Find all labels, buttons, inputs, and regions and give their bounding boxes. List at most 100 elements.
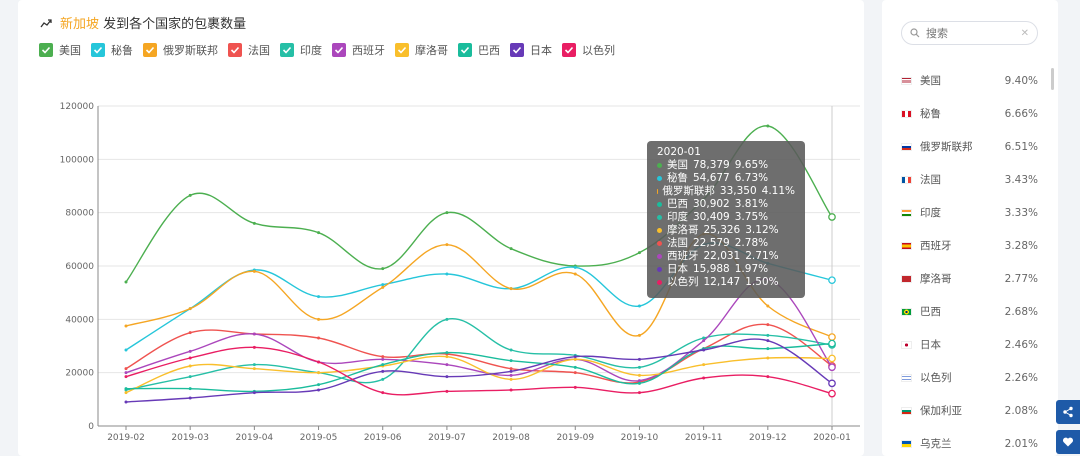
country-pct: 2.26% xyxy=(1004,371,1038,384)
data-point xyxy=(573,365,577,369)
legend-item[interactable]: 西班牙 xyxy=(332,42,385,58)
data-point xyxy=(124,371,128,375)
tooltip-row: 俄罗斯联邦 33,350 4.11% xyxy=(657,185,795,198)
data-point xyxy=(828,333,836,341)
tooltip-pct: 2.78% xyxy=(734,237,769,249)
series-dot xyxy=(657,241,662,246)
series-line xyxy=(125,342,833,393)
tooltip-value: 30,902 xyxy=(693,198,730,210)
tooltip-row: 西班牙 22,031 2.71% xyxy=(657,250,795,263)
tooltip-row: 法国 22,579 2.78% xyxy=(657,237,795,250)
data-point xyxy=(381,357,385,361)
checkbox-icon[interactable] xyxy=(395,43,409,57)
favorite-button[interactable] xyxy=(1056,430,1080,454)
tooltip-pct: 3.12% xyxy=(745,224,779,236)
tooltip-value: 30,409 xyxy=(693,211,730,223)
data-point xyxy=(124,324,128,328)
legend-item[interactable]: 俄罗斯联邦 xyxy=(143,42,218,58)
flag-icon xyxy=(901,208,912,217)
checkbox-icon[interactable] xyxy=(510,43,524,57)
checkbox-icon[interactable] xyxy=(228,43,242,57)
country-item[interactable]: 日本 2.46% xyxy=(882,328,1058,361)
country-item[interactable]: 西班牙 3.28% xyxy=(882,229,1058,262)
tooltip-pct: 9.65% xyxy=(734,159,769,171)
flag-icon xyxy=(901,175,912,184)
clear-icon[interactable]: ✕ xyxy=(1020,27,1029,39)
country-item[interactable]: 巴西 2.68% xyxy=(882,295,1058,328)
data-point xyxy=(509,388,513,392)
checkbox-icon[interactable] xyxy=(332,43,346,57)
data-point xyxy=(637,365,641,369)
data-point xyxy=(188,356,192,360)
country-item[interactable]: 摩洛哥 2.77% xyxy=(882,262,1058,295)
tooltip-row: 巴西 30,902 3.81% xyxy=(657,198,795,211)
checkbox-icon[interactable] xyxy=(458,43,472,57)
x-tick-label: 2019-11 xyxy=(685,433,723,443)
data-point xyxy=(766,339,770,343)
line-chart: 0 20000 40000 60000 80000 100000 120000 2019-02… xyxy=(60,102,860,443)
country-item[interactable]: 秘鲁 6.66% xyxy=(882,97,1058,130)
data-point xyxy=(702,336,706,340)
checkbox-icon[interactable] xyxy=(143,43,157,57)
x-tick-label: 2019-04 xyxy=(236,433,274,443)
y-tick-label: 80000 xyxy=(65,209,94,219)
share-button[interactable] xyxy=(1056,400,1080,424)
data-point xyxy=(828,339,836,348)
search-box[interactable]: ✕ xyxy=(901,21,1038,45)
country-name: 美国 xyxy=(920,75,941,87)
country-item[interactable]: 乌克兰 2.01% xyxy=(882,427,1058,456)
x-tick-label: 2019-09 xyxy=(556,433,594,443)
legend-item[interactable]: 巴西 xyxy=(458,42,500,58)
tooltip-series: 巴西 xyxy=(667,198,688,210)
legend-item[interactable]: 美国 xyxy=(39,42,81,58)
legend-item[interactable]: 日本 xyxy=(510,42,552,58)
series-dot xyxy=(657,202,662,207)
scrollbar[interactable] xyxy=(1051,68,1054,90)
checkbox-icon[interactable] xyxy=(280,43,294,57)
series-line xyxy=(125,338,833,403)
series-line xyxy=(125,323,833,384)
country-item[interactable]: 印度 3.33% xyxy=(882,196,1058,229)
country-item[interactable]: 俄罗斯联邦 6.51% xyxy=(882,130,1058,163)
checkbox-icon[interactable] xyxy=(39,43,53,57)
chart-title: 新加坡 发到各个国家的包裹数量 xyxy=(40,13,246,32)
country-item[interactable]: 法国 3.43% xyxy=(882,163,1058,196)
country-item[interactable]: 美国 9.40% xyxy=(882,64,1058,97)
tooltip-series: 以色列 xyxy=(667,276,699,288)
chart-tooltip: 2020-01 美国 78,379 9.65% 秘鲁 54,677 6.73% 俄罗斯联邦 3… xyxy=(647,141,805,298)
data-point xyxy=(381,363,385,367)
country-name: 法国 xyxy=(920,174,941,186)
country-item[interactable]: 保加利亚 2.08% xyxy=(882,394,1058,427)
data-point xyxy=(509,367,513,371)
legend-item[interactable]: 法国 xyxy=(228,42,270,58)
legend-item[interactable]: 秘鲁 xyxy=(91,42,133,58)
legend-item[interactable]: 印度 xyxy=(280,42,322,58)
legend-item[interactable]: 以色列 xyxy=(562,42,615,58)
x-tick-label: 2019-10 xyxy=(621,433,659,443)
legend-label: 俄罗斯联邦 xyxy=(163,44,218,57)
data-point xyxy=(509,373,513,377)
tooltip-value: 22,579 xyxy=(693,237,730,249)
x-tick-label: 2019-06 xyxy=(364,433,402,443)
x-tick-label: 2019-12 xyxy=(749,433,787,443)
flag-icon xyxy=(901,439,912,448)
tooltip-series: 日本 xyxy=(667,263,688,275)
checkbox-icon[interactable] xyxy=(562,43,576,57)
tooltip-pct: 2.71% xyxy=(745,250,779,262)
series-dot xyxy=(657,163,662,168)
legend-label: 巴西 xyxy=(478,44,500,57)
data-point xyxy=(702,363,706,367)
legend-item[interactable]: 摩洛哥 xyxy=(395,42,448,58)
checkbox-icon[interactable] xyxy=(91,43,105,57)
country-item[interactable]: 以色列 2.26% xyxy=(882,361,1058,394)
series-dot xyxy=(657,280,662,285)
data-point xyxy=(317,371,321,375)
data-point xyxy=(124,280,128,284)
tooltip-row: 美国 78,379 9.65% xyxy=(657,159,795,172)
data-point xyxy=(317,383,321,387)
data-point xyxy=(381,267,385,271)
tooltip-value: 15,988 xyxy=(693,263,730,275)
data-point xyxy=(188,364,192,368)
search-input[interactable] xyxy=(926,26,1006,40)
data-point xyxy=(766,333,770,337)
